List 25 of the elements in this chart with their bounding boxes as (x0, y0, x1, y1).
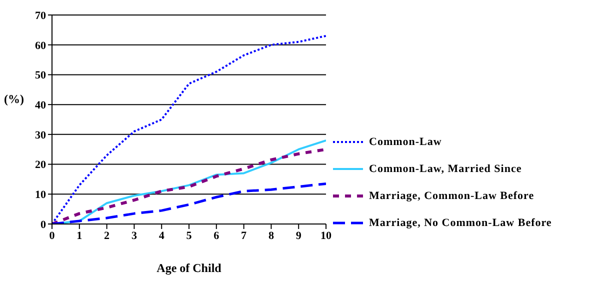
x-tick-label: 4 (158, 230, 165, 242)
x-tick-label: 0 (49, 230, 56, 242)
y-tick-label: 40 (35, 99, 46, 112)
legend-label: Marriage, No Common-Law Before (369, 216, 552, 228)
y-tick-label: 0 (40, 218, 46, 231)
x-tick-label: 8 (268, 230, 274, 242)
x-tick-label: 9 (296, 230, 302, 242)
x-tick-label: 3 (131, 230, 138, 242)
x-tick-label: 6 (214, 230, 220, 242)
y-tick-label: 60 (35, 40, 46, 52)
legend-label: Common-Law (369, 136, 442, 148)
legend-label: Common-Law, Married Since (369, 162, 522, 174)
y-tick-label: 20 (35, 159, 46, 172)
x-tick-label: 7 (241, 230, 248, 242)
legend-label: Marriage, Common-Law Before (369, 190, 534, 202)
y-axis-title: (%) (4, 92, 24, 107)
x-tick-label: 1 (76, 230, 82, 242)
y-tick-label: 10 (35, 189, 46, 202)
y-tick-label: 50 (35, 70, 46, 82)
y-tick-label: 70 (35, 10, 46, 22)
y-tick-label: 30 (35, 129, 46, 142)
x-tick-label: 2 (104, 230, 110, 242)
x-axis-title: Age of Child (156, 261, 222, 275)
x-tick-label: 10 (320, 230, 332, 242)
x-tick-label: 5 (186, 230, 192, 242)
